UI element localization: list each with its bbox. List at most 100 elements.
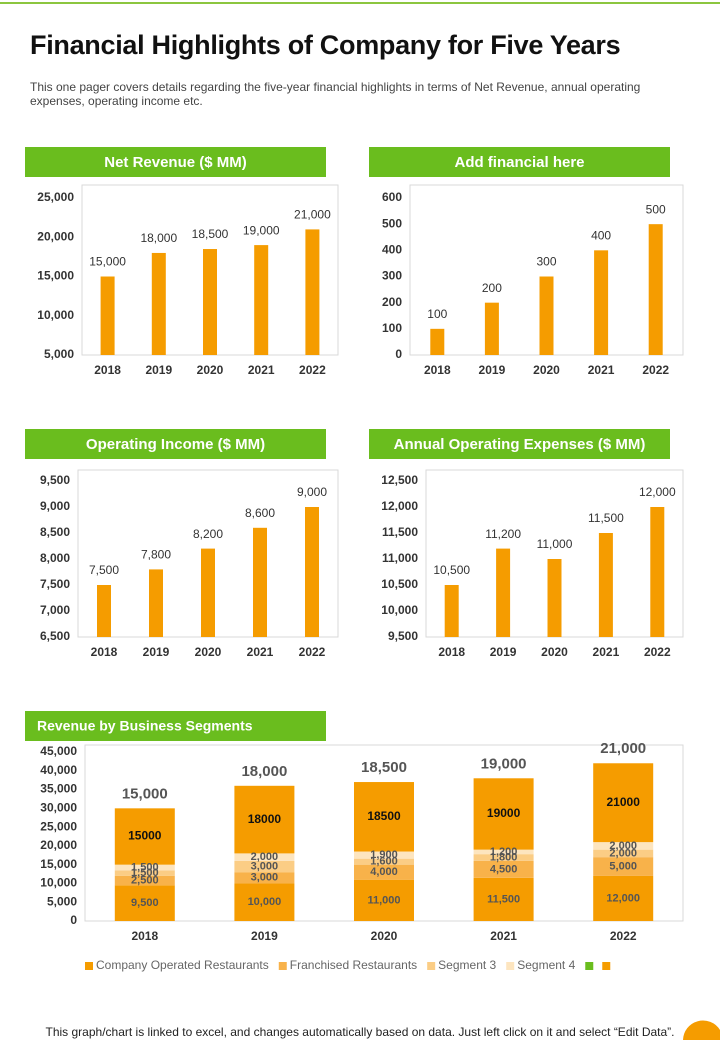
y-tick-label: 300	[382, 269, 402, 283]
segment-label: 2,000	[251, 851, 279, 863]
bar-segment	[354, 864, 414, 880]
y-tick-label: 10,000	[381, 603, 418, 617]
data-label: 10,500	[433, 563, 470, 577]
x-tick-label: 2020	[195, 645, 222, 659]
y-tick-label: 10,500	[381, 577, 418, 591]
segment-label: 2,500	[131, 875, 159, 887]
title-banner	[369, 429, 670, 459]
x-tick-label: 2020	[371, 929, 398, 943]
segment-label: 1,900	[370, 849, 398, 861]
x-tick-label: 2022	[644, 645, 671, 659]
x-tick-label: 2022	[642, 363, 669, 377]
bar-segment	[473, 877, 534, 921]
y-tick-label: 15,000	[40, 857, 77, 871]
bar-segment	[354, 851, 414, 859]
x-tick-label: 2021	[247, 645, 274, 659]
data-label: 7,800	[141, 548, 171, 562]
bar	[598, 533, 613, 637]
y-tick-label: 25,000	[37, 190, 74, 204]
y-tick-label: 7,500	[40, 577, 70, 591]
total-label: 18,000	[241, 763, 287, 780]
x-tick-label: 2018	[91, 645, 118, 659]
data-label: 11,500	[588, 511, 624, 525]
title-banner	[25, 147, 326, 177]
segment-label: 5,000	[609, 860, 637, 872]
y-tick-label: 500	[382, 216, 402, 230]
y-tick-label: 10,000	[37, 308, 74, 322]
y-tick-label: 5,000	[44, 347, 74, 361]
x-tick-label: 2019	[479, 363, 506, 377]
data-label: 18,500	[192, 227, 229, 241]
x-tick-label: 2021	[588, 363, 615, 377]
y-tick-label: 10,000	[40, 876, 77, 890]
y-tick-label: 9,000	[40, 499, 70, 513]
segment-label: 21000	[607, 795, 641, 809]
data-label: 19,000	[243, 223, 280, 237]
y-tick-label: 12,500	[381, 473, 418, 487]
segment-label: 1,500	[131, 867, 159, 879]
bar-segment	[114, 864, 175, 871]
legend-swatch	[506, 962, 515, 970]
y-tick-label: 0	[70, 913, 77, 927]
x-tick-label: 2022	[299, 645, 326, 659]
y-tick-label: 9,500	[40, 473, 70, 487]
bar-segment	[354, 858, 414, 865]
x-tick-label: 2020	[197, 363, 224, 377]
x-tick-label: 2018	[131, 929, 158, 943]
bar-segment	[593, 857, 654, 876]
data-label: 11,000	[537, 537, 573, 551]
data-label: 500	[646, 202, 666, 216]
x-tick-label: 2018	[94, 363, 121, 377]
x-tick-label: 2020	[533, 363, 560, 377]
segment-label: 4,000	[370, 866, 398, 878]
legend-label: Franchised Restaurants	[290, 958, 417, 972]
segment-label: 11,500	[487, 893, 520, 905]
bar-segment	[593, 875, 654, 921]
bar	[594, 250, 609, 355]
segment-label: 1,800	[490, 851, 518, 863]
bar	[253, 527, 267, 637]
y-tick-label: 8,500	[40, 525, 70, 539]
title-banner	[25, 711, 326, 741]
data-label: 200	[482, 281, 502, 295]
total-label: 19,000	[481, 755, 527, 772]
x-tick-label: 2021	[248, 363, 275, 377]
data-label: 400	[591, 229, 611, 243]
y-tick-label: 100	[382, 321, 402, 335]
data-label: 9,000	[297, 485, 327, 499]
segment-label: 19000	[487, 806, 521, 820]
segment-label: 10,000	[248, 896, 282, 908]
bar	[149, 569, 163, 637]
y-tick-label: 9,500	[388, 629, 418, 643]
data-label: 300	[536, 255, 556, 269]
chart-title: Annual Operating Expenses ($ MM)	[394, 436, 646, 453]
y-tick-label: 400	[382, 243, 402, 257]
total-label: 21,000	[600, 740, 646, 757]
x-tick-label: 2022	[610, 929, 637, 943]
y-tick-label: 40,000	[40, 763, 77, 777]
bar	[430, 328, 445, 355]
bar	[648, 224, 663, 355]
bar-segment	[593, 842, 654, 850]
y-tick-label: 11,500	[382, 525, 418, 539]
bar	[97, 585, 111, 637]
page-title: Financial Highlights of Company for Five…	[30, 30, 621, 60]
segment-label: 1,600	[370, 856, 398, 868]
segment-label: 1,200	[490, 846, 518, 858]
chart-title: Net Revenue ($ MM)	[104, 154, 247, 171]
bar	[305, 507, 319, 637]
y-tick-label: 15,000	[37, 269, 74, 283]
legend-swatch	[602, 962, 611, 970]
chart-title: Operating Income ($ MM)	[86, 436, 265, 453]
bar-segment	[114, 870, 175, 876]
bar-segment	[234, 853, 295, 861]
segment-label: 2,000	[609, 840, 637, 852]
x-tick-label: 2019	[143, 645, 170, 659]
bar	[305, 229, 320, 355]
legend-swatch	[427, 962, 436, 970]
chart-title: Revenue by Business Segments	[37, 718, 253, 734]
segment-label: 12,000	[606, 892, 640, 904]
data-label: 18,000	[140, 231, 177, 245]
y-tick-label: 30,000	[40, 801, 77, 815]
